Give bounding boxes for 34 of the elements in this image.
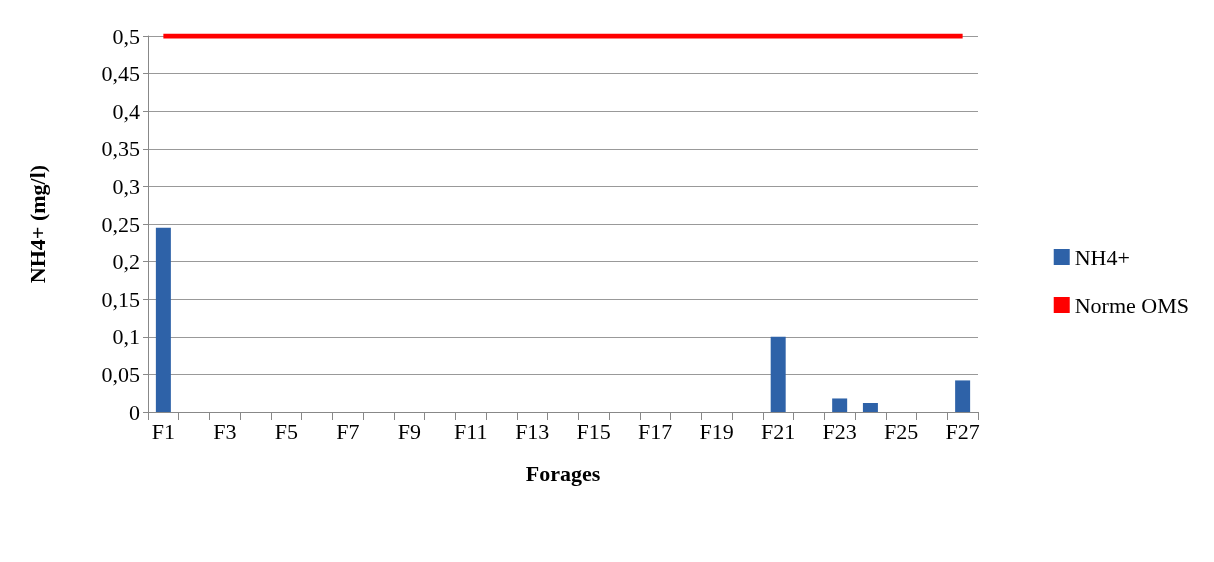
y-tick-label: 0,3 — [112, 173, 140, 199]
y-tick-label: 0,05 — [101, 361, 140, 387]
y-tick-label: 0,25 — [101, 211, 140, 237]
x-tick-label: F7 — [336, 418, 360, 444]
x-tick-label: F27 — [945, 418, 980, 444]
y-tick-label: 0,4 — [112, 98, 140, 124]
x-tick-label: F3 — [213, 418, 237, 444]
legend-label: NH4+ — [1074, 244, 1130, 270]
legend-label: Norme OMS — [1074, 292, 1190, 318]
x-tick-label: F13 — [515, 418, 550, 444]
x-tick-label: F23 — [822, 418, 857, 444]
y-tick-label: 0,2 — [112, 249, 140, 275]
y-tick-label: 0,1 — [112, 324, 140, 350]
bar — [955, 380, 971, 412]
x-tick-label: F11 — [454, 418, 488, 444]
y-tick-label: 0,15 — [101, 286, 140, 312]
y-axis-title: NH4+ (mg/l) — [24, 164, 50, 284]
y-tick-label: 0,35 — [101, 136, 140, 162]
y-tick-label: 0,45 — [101, 61, 140, 87]
y-tick-label: 0 — [129, 399, 140, 425]
x-axis-title: Forages — [525, 460, 601, 486]
x-tick-label: F19 — [699, 418, 734, 444]
x-tick-label: F15 — [576, 418, 611, 444]
bar — [862, 402, 878, 412]
bar — [770, 336, 786, 412]
x-tick-label: F9 — [397, 418, 421, 444]
x-tick-label: F17 — [638, 418, 673, 444]
bar — [155, 227, 171, 412]
x-tick-label: F5 — [274, 418, 298, 444]
bar — [832, 398, 848, 412]
y-tick-label: 0,5 — [112, 23, 140, 49]
x-tick-label: F25 — [884, 418, 919, 444]
x-tick-label: F21 — [761, 418, 796, 444]
x-tick-label: F1 — [151, 418, 175, 444]
